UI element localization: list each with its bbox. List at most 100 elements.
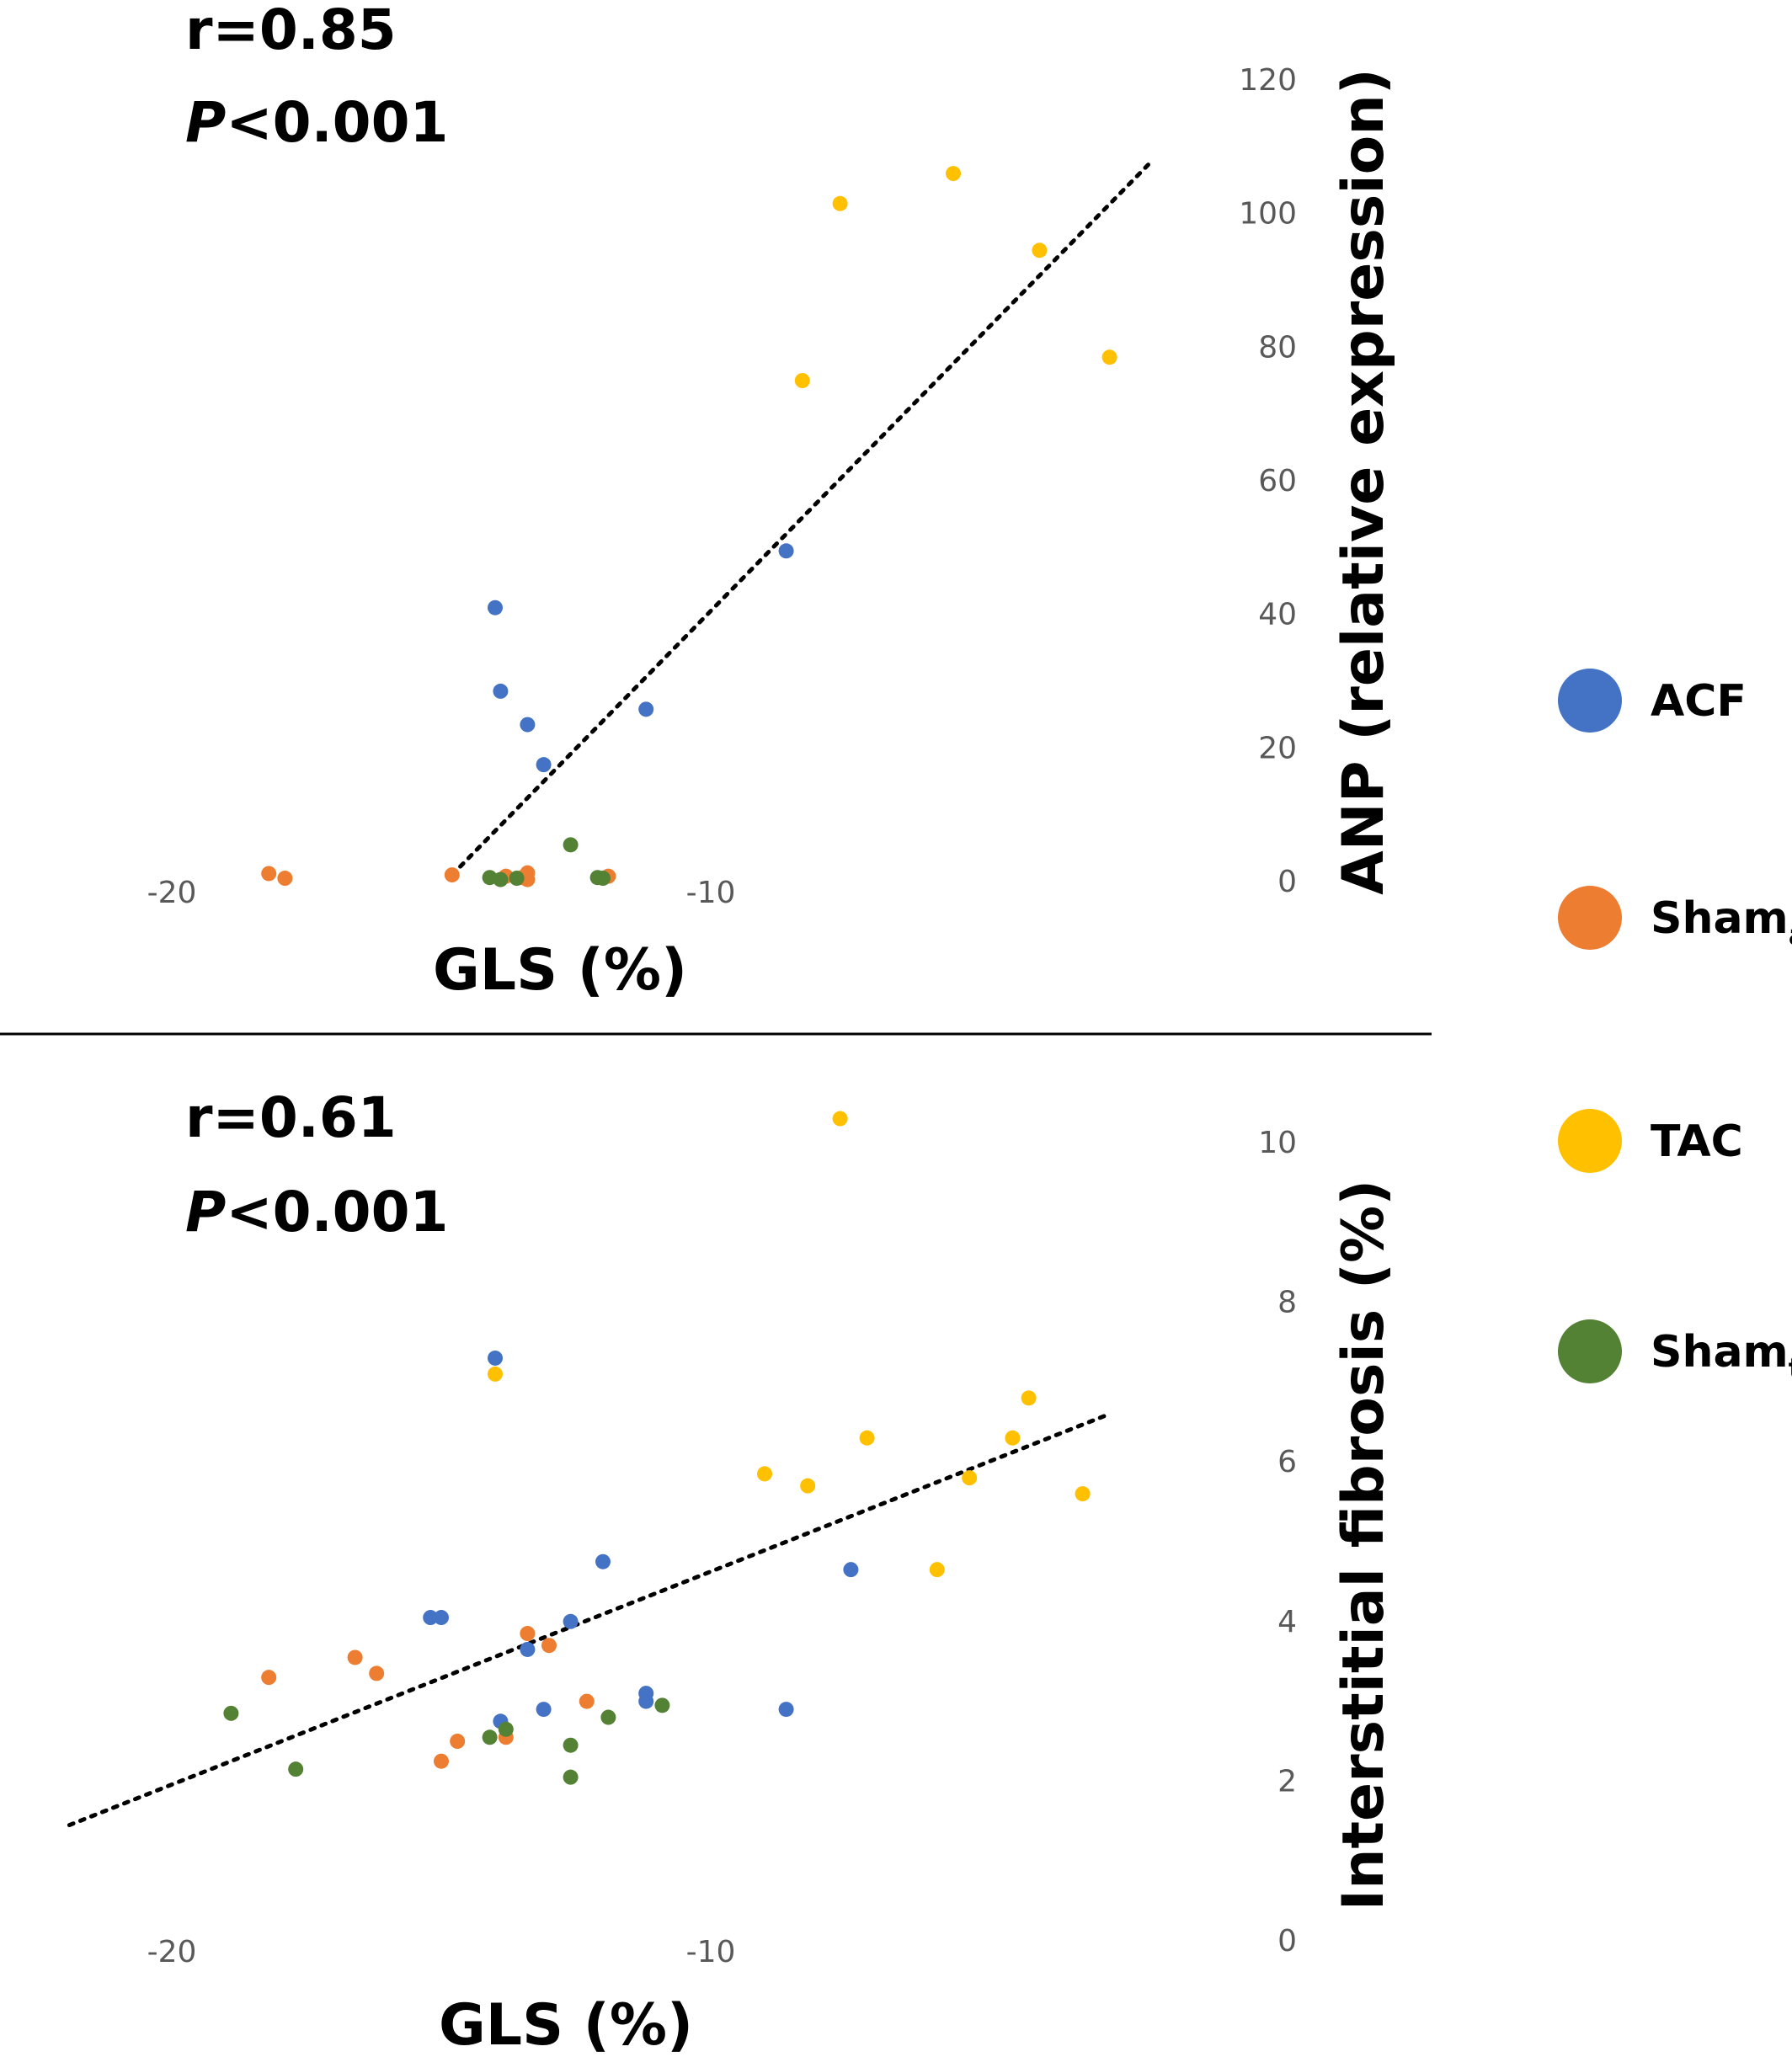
legend-item-sham-t: Shamt [1558,1319,1792,1386]
anp-y-tick-label: 120 [1239,63,1297,98]
fibrosis-point-acf [520,1641,536,1657]
fibrosis-point-acf [638,1693,654,1709]
anp-point-acf [536,757,552,773]
fibrosis-point-acf [423,1610,439,1626]
fibrosis-x-ticks: -20 -10 [147,1935,736,1969]
anp-y-tick-label: 40 [1258,598,1297,632]
fibrosis-point-tac [1021,1390,1037,1406]
legend-marker [1558,886,1622,950]
fibrosis-y-tick-label: 8 [1277,1286,1297,1320]
anp-point-sham-t [493,871,509,887]
fibrosis-y-tick-label: 10 [1258,1126,1297,1160]
fibrosis-data-points [223,1111,1091,1785]
fibrosis-point-tac [1075,1486,1091,1502]
anp-point-sham-a [261,866,277,882]
anp-y-tick-label: 20 [1258,731,1297,765]
fibrosis-point-tac [800,1478,816,1494]
anp-p-value: P<0.001 [185,90,448,155]
legend-label: Shamt [1651,1327,1792,1386]
fibrosis-y-ticks: 0 2 4 6 8 10 [1258,1126,1297,1958]
fibrosis-point-acf [778,1702,794,1718]
anp-point-acf [520,717,536,733]
fibrosis-point-sham-t [498,1721,514,1737]
fibrosis-trendline [67,1411,1112,1828]
anp-panel: r=0.85 P<0.001 0 20 40 60 80 100 120 -20 -10 GL… [147,0,1397,1004]
fibrosis-y-tick-label: 4 [1277,1605,1297,1639]
fibrosis-point-tac [488,1366,503,1382]
fibrosis-point-tac [929,1562,945,1578]
anp-data-points [261,166,1117,887]
anp-point-sham-t [595,871,611,887]
fibrosis-point-acf [434,1610,449,1626]
fibrosis-y-axis-title: Interstitial fibrosis (%) [1331,1180,1397,1910]
fibrosis-point-acf [595,1553,611,1569]
fibrosis-panel: r=0.61 P<0.001 0 2 4 6 8 10 -20 -10 GLS (%) In… [67,1085,1397,2057]
fibrosis-point-acf [536,1702,552,1718]
fibrosis-r-value: r=0.61 [185,1085,397,1150]
fibrosis-p-threshold: <0.001 [226,1180,448,1244]
anp-y-tick-label: 100 [1239,197,1297,232]
anp-y-tick-label: 80 [1258,330,1297,365]
legend-marker [1558,1109,1622,1173]
anp-point-sham-a [277,871,293,887]
anp-point-tac [1032,242,1048,258]
legend-label: Shama [1651,893,1792,952]
anp-point-tac [946,166,961,182]
legend: ACF Shama TAC Shamt [1558,669,1792,1386]
anp-x-ticks: -20 -10 [147,876,736,910]
legend-item-sham-a: Shama [1558,886,1792,952]
anp-point-acf [488,600,503,616]
anp-x-axis-title: GLS (%) [433,937,687,1004]
fibrosis-point-tac [757,1466,772,1482]
fibrosis-point-sham-t [654,1697,670,1713]
fibrosis-point-tac [859,1430,875,1446]
anp-r-value: r=0.85 [185,0,397,62]
anp-point-tac [1101,349,1117,365]
legend-label: ACF [1651,676,1747,727]
legend-marker [1558,669,1622,733]
fibrosis-p-symbol: P [185,1180,226,1244]
fibrosis-point-sham-a [541,1638,557,1654]
fibrosis-p-value: P<0.001 [185,1180,448,1244]
anp-x-tick-label: -10 [686,876,736,910]
fibrosis-point-sham-a [261,1670,277,1686]
anp-point-tac [794,373,810,388]
anp-point-acf [778,543,794,559]
fibrosis-point-sham-a [520,1626,536,1642]
anp-point-tac [832,195,848,211]
fibrosis-point-sham-a [369,1665,385,1681]
fibrosis-y-tick-label: 0 [1277,1924,1297,1958]
fibrosis-point-sham-t [600,1709,616,1725]
fibrosis-point-acf [488,1350,503,1366]
anp-trendline-path [450,157,1155,877]
fibrosis-x-tick-label: -10 [686,1935,736,1969]
fibrosis-point-sham-a [450,1734,466,1749]
anp-x-tick-label: -20 [147,876,197,910]
legend-label: TAC [1651,1116,1743,1167]
anp-trendline [450,157,1155,877]
anp-y-tick-label: 60 [1258,464,1297,498]
anp-point-sham-t [509,871,525,887]
fibrosis-point-sham-a [347,1649,363,1665]
fibrosis-point-sham-t [563,1769,579,1785]
fibrosis-x-tick-label: -20 [147,1935,197,1969]
fibrosis-point-tac [1005,1430,1021,1446]
fibrosis-point-tac [962,1470,978,1486]
fibrosis-point-sham-t [223,1705,239,1721]
fibrosis-point-acf [843,1562,859,1578]
anp-point-acf [493,683,509,699]
anp-y-tick-label: 0 [1277,865,1297,899]
anp-y-axis-title: ANP (relative expression) [1331,68,1397,895]
fibrosis-x-axis-title: GLS (%) [439,1992,693,2057]
fibrosis-y-tick-label: 6 [1277,1445,1297,1479]
fibrosis-point-sham-a [579,1693,595,1709]
legend-marker [1558,1319,1622,1383]
fibrosis-point-sham-t [482,1729,498,1745]
legend-item-tac: TAC [1558,1109,1743,1173]
anp-y-ticks: 0 20 40 60 80 100 120 [1239,63,1297,899]
anp-p-threshold: <0.001 [226,90,448,155]
fibrosis-point-sham-t [288,1761,304,1777]
fibrosis-point-acf [563,1613,579,1629]
fibrosis-point-sham-t [563,1737,579,1753]
